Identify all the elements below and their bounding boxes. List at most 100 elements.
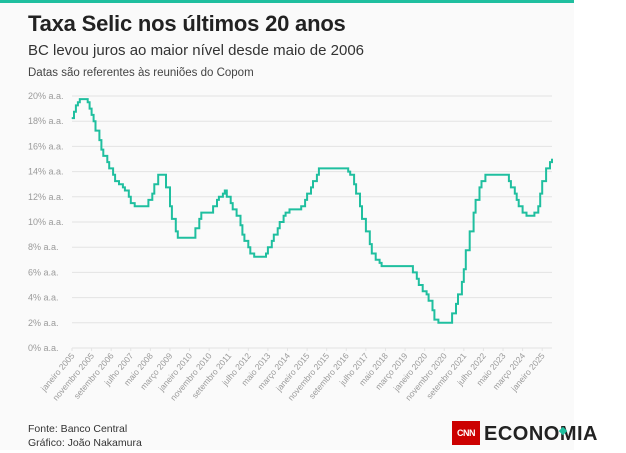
data-point [455,303,457,305]
data-point [516,199,518,201]
data-point [304,199,306,201]
data-point [124,189,126,192]
data-point [300,205,302,207]
data-point [426,293,428,296]
data-point [537,205,539,207]
data-point [469,230,471,233]
data-point [224,189,226,192]
data-point [198,218,200,220]
data-point [249,252,251,255]
data-point [73,111,75,113]
data-point [77,101,79,103]
data-point [130,202,132,204]
data-point [310,186,312,188]
data-point [122,186,124,188]
data-point [361,218,363,220]
data-point [437,322,439,324]
chart-note: Datas são referentes às reuniões do Copo… [28,67,254,79]
data-point [147,199,150,201]
data-point [108,167,110,170]
y-tick-label: 8% a.a. [28,242,59,252]
data-point [253,256,255,258]
selic-series-line [72,98,553,324]
credit-text: Gráfico: João Nakamura [28,437,142,449]
y-tick-labels: 20% a.a. 18% a.a. 16% a.a. 14% a.a. 12% a.a.… [28,91,64,353]
footer: Fonte: Banco Central Gráfico: João Nakam… [28,422,142,450]
data-point [349,174,351,176]
y-tick-label: 10% a.a. [28,217,64,227]
data-point [365,230,367,233]
data-point [371,252,373,255]
data-point [89,108,91,110]
data-point [165,186,167,188]
data-point [230,202,232,204]
data-point [306,193,308,195]
y-tick-label: 16% a.a. [28,141,64,151]
data-point [216,199,218,201]
data-point [461,281,463,283]
data-point [484,174,486,176]
data-point [284,211,287,214]
y-tick-label: 2% a.a. [28,318,59,328]
data-point [169,205,171,207]
data-point [239,224,242,226]
data-point [241,234,244,236]
data-point [478,186,481,188]
y-tick-label: 18% a.a. [28,116,64,126]
data-point [226,196,228,198]
economia-logo-text: ECONOMIA [484,423,598,445]
y-tick-label: 14% a.a. [28,167,64,177]
data-point [539,193,541,195]
data-point [212,205,214,207]
data-point [277,227,279,229]
data-point [549,161,551,163]
data-point [359,205,361,207]
data-point [222,193,224,195]
data-point [94,130,97,132]
cnn-logo: CNN [452,421,480,445]
data-point [431,309,434,311]
chart-card: Taxa Selic nos últimos 20 anos BC levou … [0,0,598,450]
data-point [112,174,114,176]
data-point [418,284,420,286]
data-point [128,196,130,198]
y-tick-label: 20% a.a. [28,91,64,101]
data-point [422,290,424,292]
data-point [355,193,357,195]
data-point [247,246,249,248]
data-point [271,240,273,242]
data-point [92,120,95,122]
data-point [157,174,159,176]
data-point [463,268,465,270]
data-point [508,180,510,182]
data-point [71,117,73,119]
data-point [87,101,89,103]
data-point [518,205,520,207]
data-point [175,230,177,233]
data-point [243,240,246,242]
data-point [474,199,477,201]
data-point [75,104,77,107]
data-point [353,183,355,185]
selic-line-chart: 20% a.a. 18% a.a. 16% a.a. 14% a.a. 12% a.a.… [28,91,553,403]
data-point [316,174,318,176]
y-tick-label: 6% a.a. [28,267,59,277]
data-point [412,271,414,273]
data-point [279,221,281,223]
data-point [265,252,267,255]
data-point [171,218,173,220]
grid-layer [71,95,552,351]
data-point [98,139,101,141]
data-point [79,98,81,100]
data-point [480,180,483,182]
data-point [200,211,202,214]
data-point [90,114,93,116]
data-point [288,208,291,210]
data-point [194,227,197,229]
data-point [312,180,314,182]
data-point [282,215,285,217]
data-point [451,312,453,314]
data-point [433,319,436,321]
data-point [369,243,371,245]
